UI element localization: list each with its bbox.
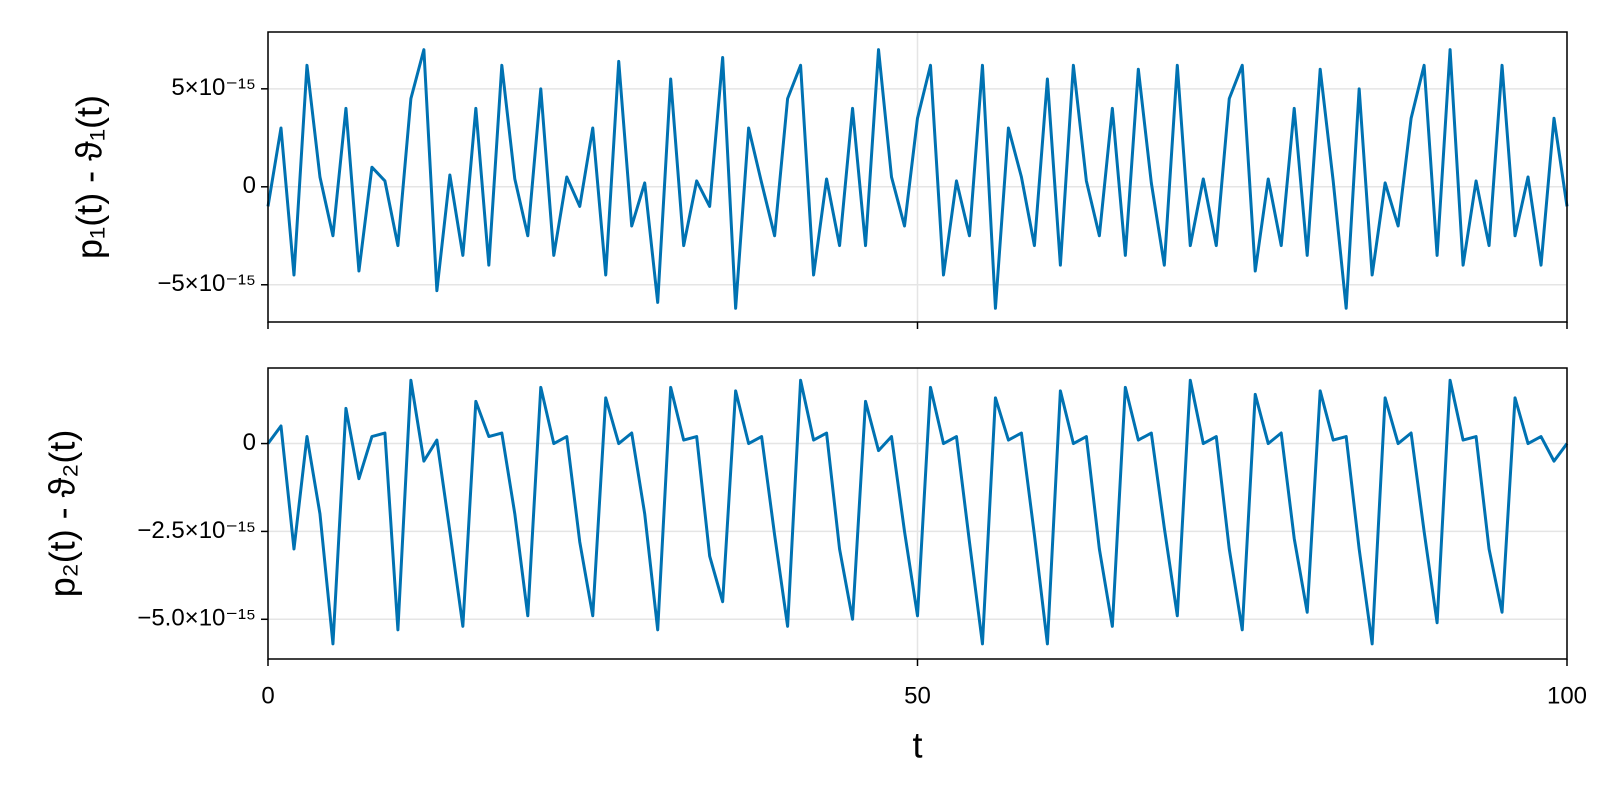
- y-tick-label: −5×10⁻¹⁵: [157, 270, 256, 297]
- y-tick-label: 5×10⁻¹⁵: [171, 74, 256, 101]
- x-tick-label: 50: [904, 682, 931, 709]
- y-tick-label: −5.0×10⁻¹⁵: [137, 605, 256, 632]
- x-tick-label: 0: [261, 682, 274, 709]
- data-line: [266, 48, 1569, 310]
- x-tick-label: 100: [1547, 682, 1587, 709]
- data-line: [266, 378, 1569, 646]
- x-axis-label: t: [912, 725, 922, 766]
- y-tick-label: 0: [243, 429, 256, 456]
- y-axis-label: p₂(t) - ϑ₂(t): [42, 430, 83, 598]
- y-axis-label: p₁(t) - ϑ₁(t): [69, 95, 110, 259]
- y-tick-label: 0: [243, 172, 256, 199]
- y-tick-label: −2.5×10⁻¹⁵: [137, 517, 256, 544]
